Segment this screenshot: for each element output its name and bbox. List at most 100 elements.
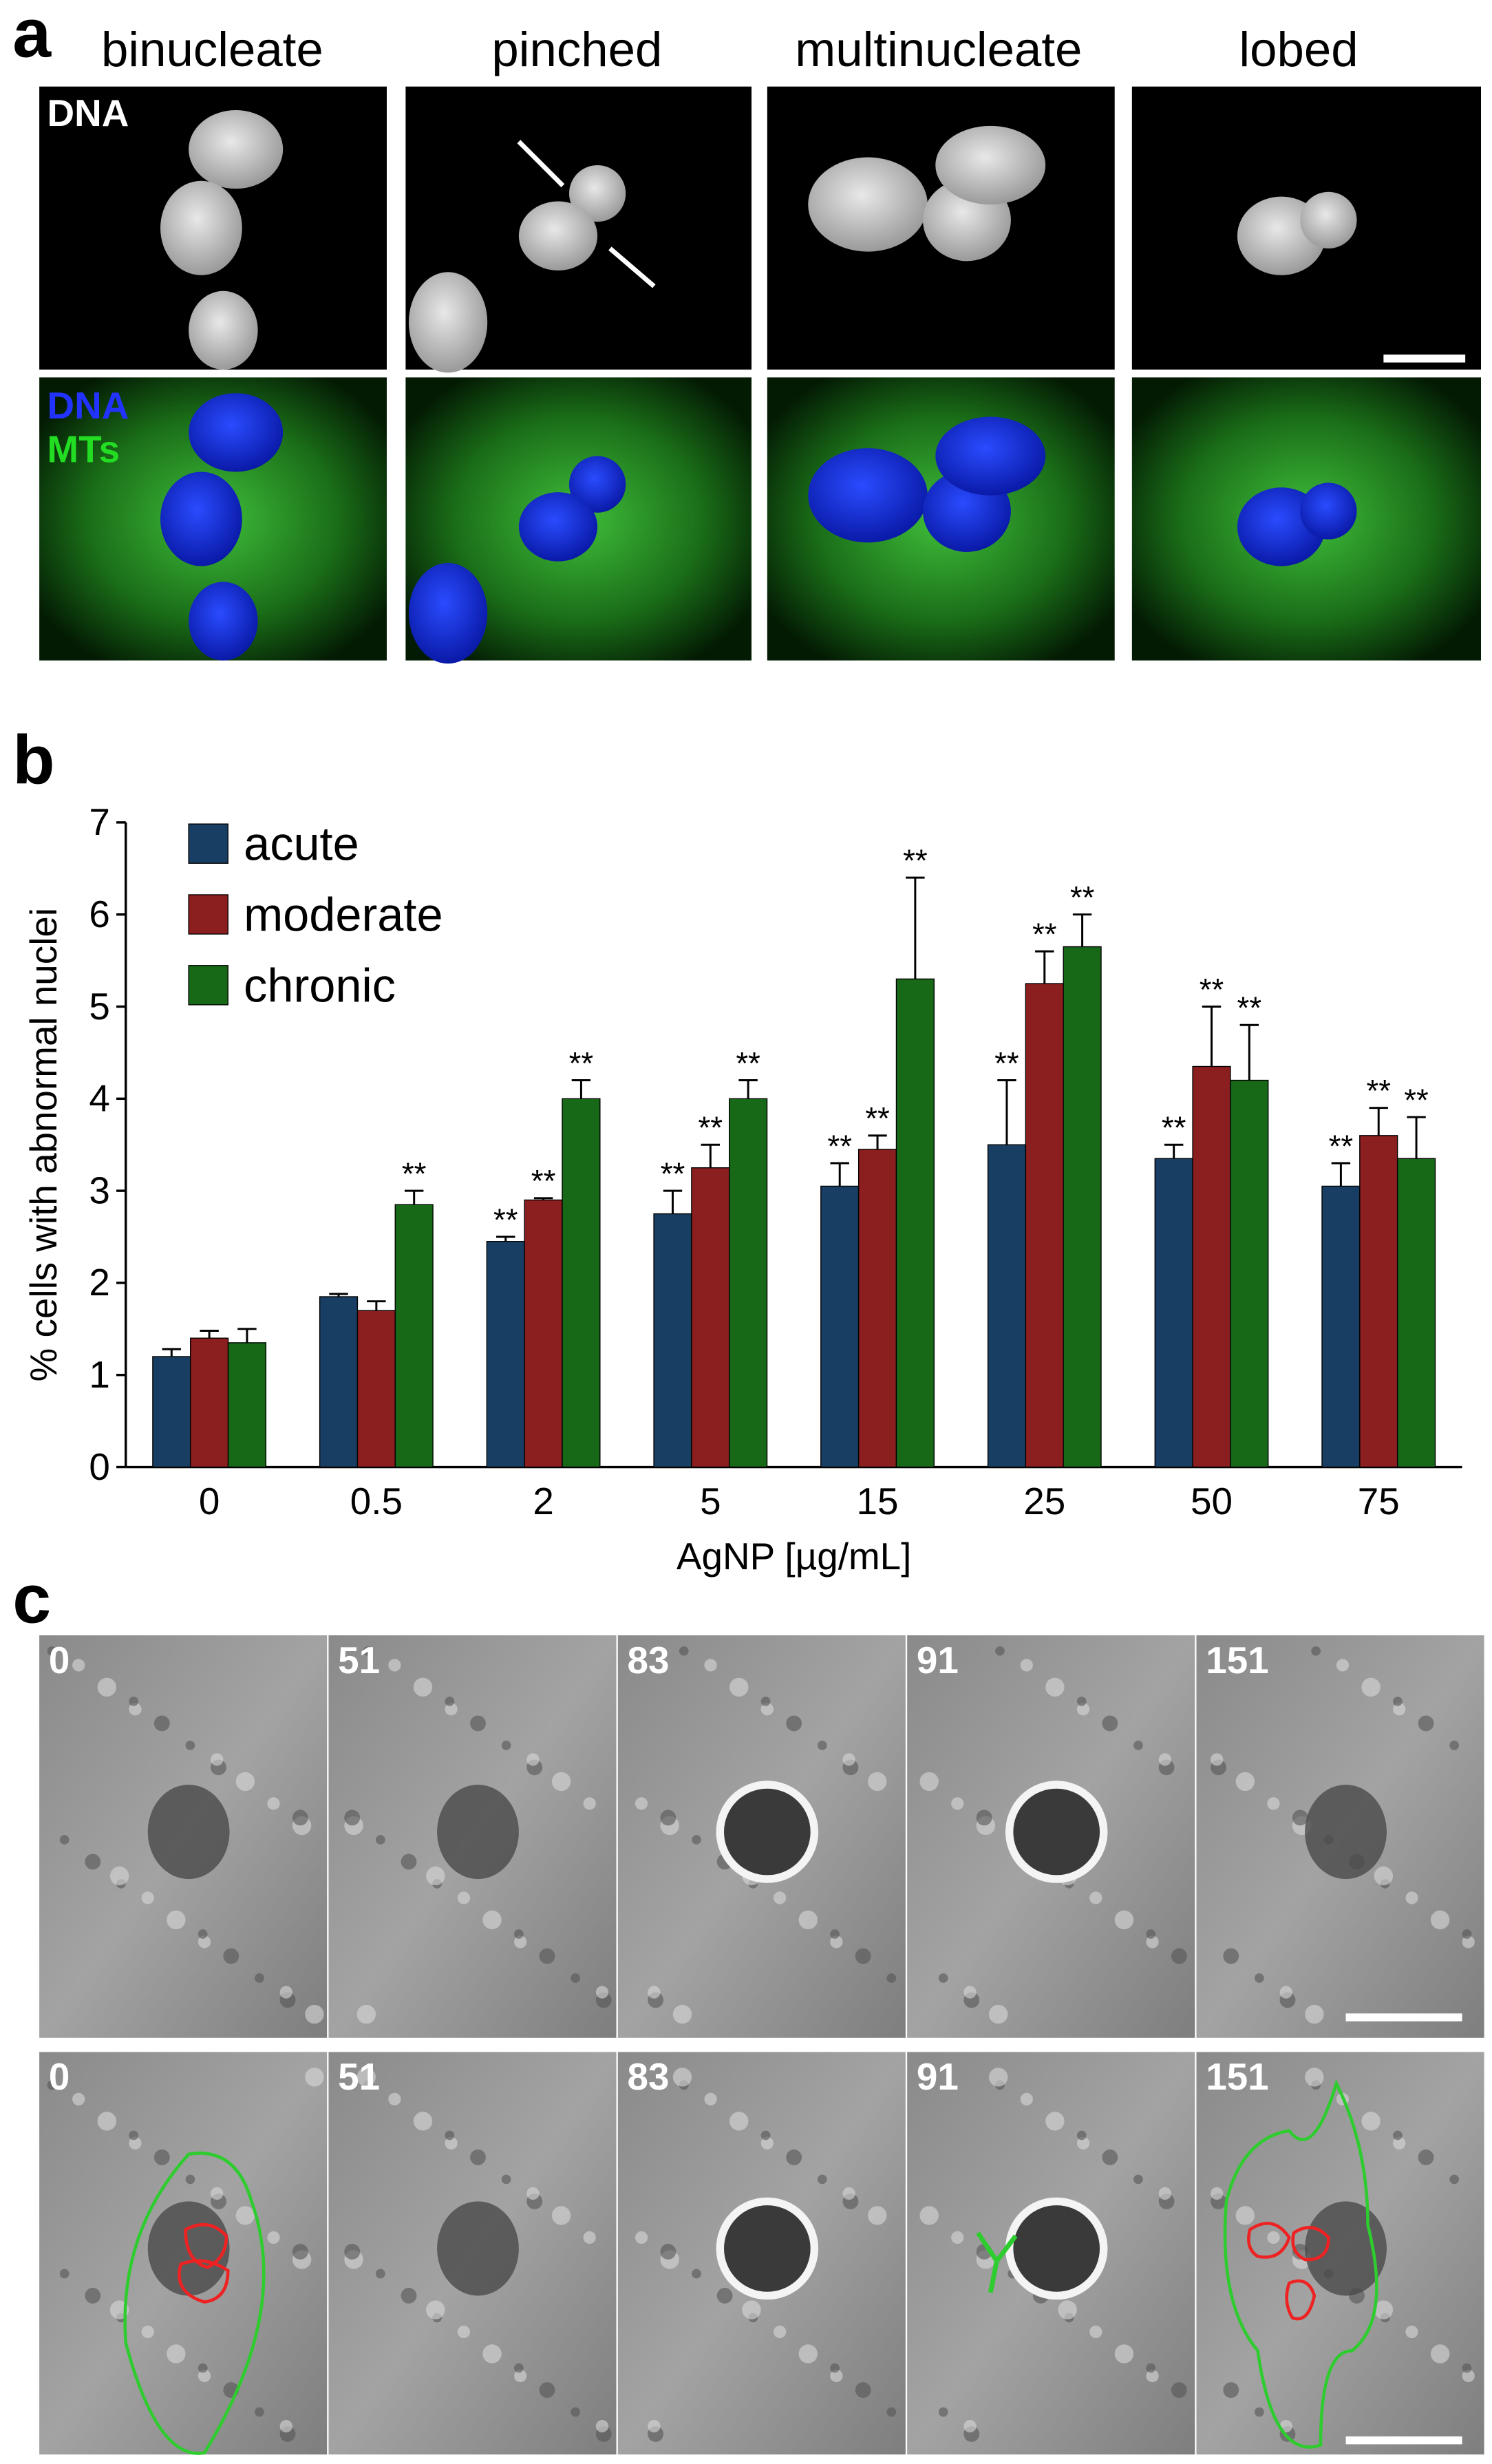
bar: [1192, 1065, 1231, 1468]
texture: [1102, 1715, 1118, 1732]
texture: [1045, 2112, 1065, 2131]
texture: [1133, 2174, 1143, 2185]
texture: [1405, 2325, 1418, 2339]
bar: [319, 1296, 359, 1468]
frame-label: 0: [49, 1639, 70, 1681]
error-bar: [200, 1330, 219, 1339]
texture: [1089, 2325, 1102, 2339]
texture: [1211, 1753, 1224, 1766]
texture: [1223, 1948, 1239, 1964]
texture: [482, 1910, 502, 1930]
row-label: DNA: [47, 92, 129, 134]
bar: [356, 1310, 396, 1468]
error-bar: [329, 1293, 348, 1297]
significance: **: [994, 1045, 1019, 1081]
significance: **: [531, 1164, 556, 1199]
texture: [401, 1854, 417, 1870]
texture: [1462, 1935, 1475, 1948]
bar: [1230, 1079, 1269, 1468]
texture: [267, 2231, 280, 2244]
texture: [1292, 2244, 1308, 2260]
texture: [526, 2187, 540, 2200]
texture: [951, 2231, 964, 2244]
y-tick-label: 7: [89, 800, 109, 843]
y-tick-label: 6: [89, 893, 109, 935]
texture: [1133, 1741, 1143, 1750]
texture: [388, 1659, 401, 1672]
bar: [152, 1356, 191, 1468]
texture: [1279, 1986, 1292, 1999]
legend-swatch: [188, 894, 228, 935]
texture: [583, 1797, 596, 1810]
significance: **: [493, 1202, 518, 1238]
texture: [1045, 1677, 1065, 1697]
texture: [153, 2149, 170, 2165]
texture: [1255, 1973, 1264, 1983]
frame-label: 151: [1206, 2055, 1268, 2098]
texture: [868, 2206, 887, 2225]
column-header: multinucleate: [795, 23, 1082, 77]
bar: [987, 1144, 1027, 1468]
bar: [227, 1342, 267, 1468]
texture: [976, 1809, 992, 1826]
texture: [1393, 1697, 1403, 1706]
panel-label: b: [12, 721, 54, 798]
texture: [1076, 1697, 1087, 1706]
significance: **: [1404, 1083, 1429, 1118]
texture: [445, 1703, 458, 1716]
texture: [988, 2068, 1008, 2087]
texture: [375, 1835, 385, 1845]
texture: [1223, 2382, 1239, 2398]
texture: [141, 1891, 154, 1904]
texture: [1305, 2004, 1324, 2024]
significance: **: [1366, 1074, 1391, 1109]
texture: [1211, 2187, 1224, 2200]
texture: [855, 2382, 871, 2398]
texture: [223, 1948, 239, 1964]
texture: [59, 1835, 70, 1845]
texture: [501, 1741, 511, 1750]
texture: [470, 1715, 486, 1732]
significance: **: [1162, 1110, 1186, 1145]
texture: [786, 2149, 802, 2165]
texture: [445, 2130, 455, 2141]
texture: [571, 1973, 580, 1983]
legend-label: acute: [244, 818, 359, 871]
texture: [1462, 1929, 1472, 1939]
bar: [524, 1199, 563, 1468]
texture: [1255, 2407, 1264, 2417]
texture: [356, 2068, 376, 2087]
error-bar: [1239, 1023, 1259, 1081]
bar: [820, 1185, 860, 1468]
texture: [292, 1809, 308, 1826]
texture: [526, 1753, 540, 1766]
texture: [305, 2004, 324, 2024]
legend-label: moderate: [244, 889, 443, 942]
texture: [692, 1835, 701, 1845]
error-bar: [1035, 950, 1054, 984]
y-tick-label: 5: [89, 985, 109, 1028]
legend-label: chronic: [244, 959, 396, 1012]
legend-swatch: [188, 823, 228, 864]
texture: [692, 2269, 701, 2279]
texture: [198, 2363, 208, 2373]
significance: **: [1032, 917, 1057, 952]
frame-label: 0: [49, 2055, 70, 2098]
texture: [1462, 2369, 1475, 2383]
texture: [255, 1973, 264, 1983]
cell: [437, 2201, 519, 2296]
texture: [1449, 1741, 1460, 1750]
texture: [167, 2344, 186, 2364]
texture: [1336, 1659, 1350, 1672]
significance: **: [402, 1156, 427, 1191]
texture: [1076, 2136, 1090, 2150]
cell: [1005, 1781, 1108, 1883]
texture: [129, 1703, 142, 1716]
error-bar: [533, 1197, 553, 1200]
row-label: DNA: [47, 384, 129, 427]
y-tick-label: 0: [89, 1445, 109, 1488]
frame-label: 51: [338, 1639, 380, 1681]
texture: [514, 1935, 527, 1948]
error-bar: [1072, 913, 1092, 947]
